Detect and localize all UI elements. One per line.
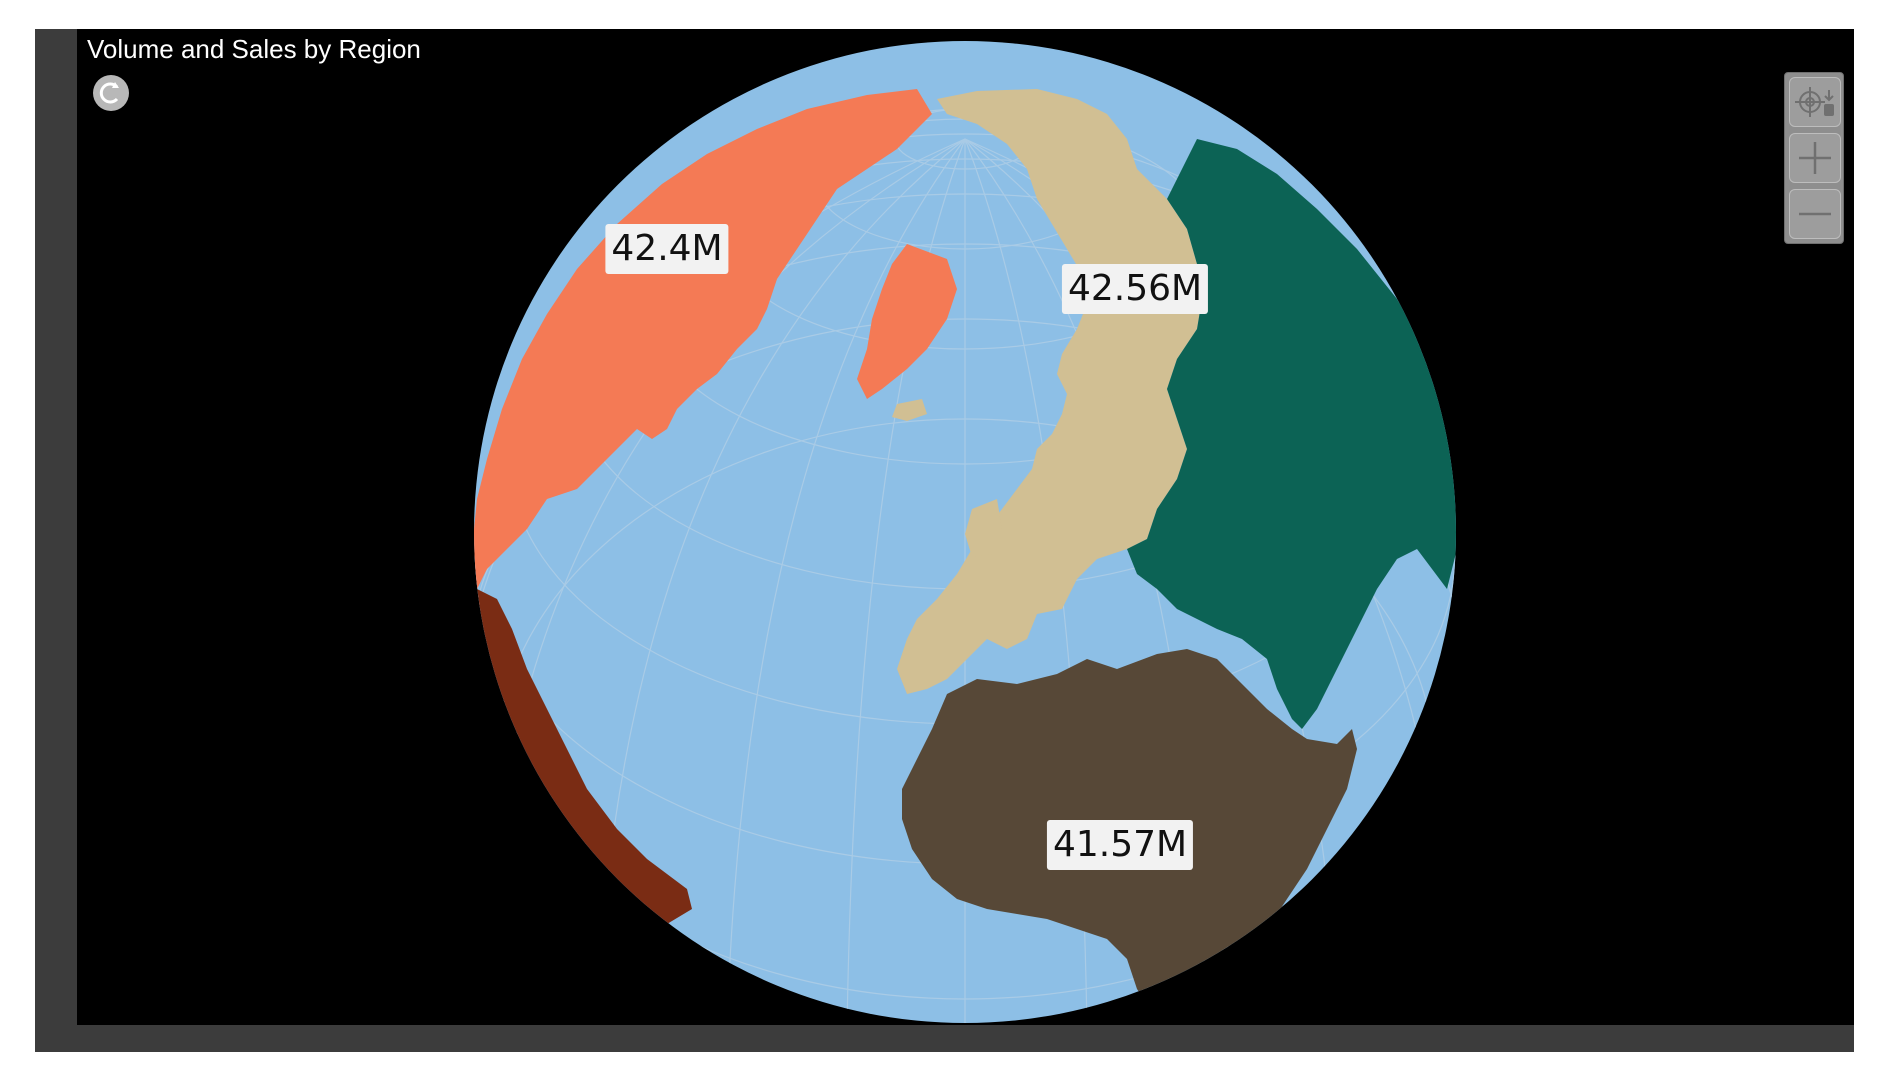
region-britain (965, 499, 1002, 557)
plus-icon (1799, 142, 1831, 174)
region-north-america[interactable] (472, 89, 932, 589)
zoom-out-button[interactable] (1789, 189, 1841, 239)
minus-icon (1799, 212, 1831, 216)
region-greenland[interactable] (857, 244, 957, 399)
globe-map[interactable] (77, 29, 1854, 1025)
reset-button[interactable] (93, 75, 129, 111)
bottom-bar (35, 1025, 1854, 1052)
map-controls (1784, 72, 1844, 244)
label-north-america: 42.4M (605, 224, 729, 274)
label-europe: 42.56M (1061, 264, 1209, 314)
map-title: Volume and Sales by Region (87, 34, 421, 64)
reset-icon (99, 82, 119, 104)
locate-button[interactable] (1789, 77, 1841, 127)
locate-icon (1795, 87, 1834, 117)
zoom-in-button[interactable] (1789, 133, 1841, 183)
label-africa: 41.57M (1046, 820, 1194, 870)
region-scandinavia (1062, 394, 1117, 494)
region-europe[interactable] (897, 89, 1202, 694)
region-asia[interactable] (1127, 139, 1462, 729)
region-madagascar (1345, 869, 1377, 924)
region-iceland (892, 399, 927, 421)
map-canvas[interactable]: Volume and Sales by Region 42.4M 42.56M … (77, 29, 1854, 1025)
